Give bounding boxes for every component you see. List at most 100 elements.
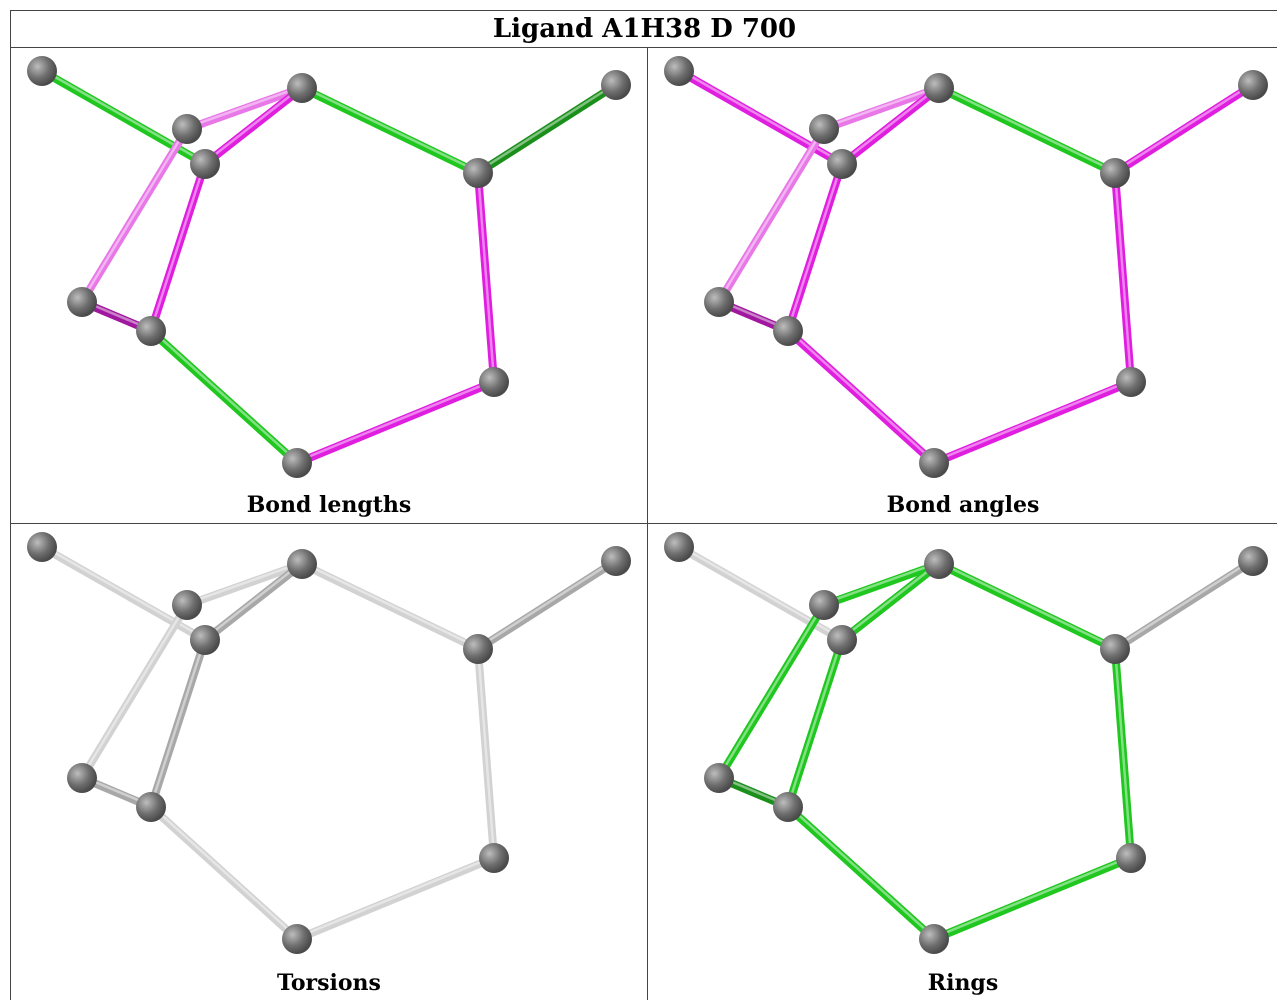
figure-title: Ligand A1H38 D 700: [11, 11, 1277, 48]
grid-divider-horizontal: [10, 523, 1277, 524]
bond-highlight-3: [80, 126, 189, 302]
bond-highlight-5: [203, 561, 304, 640]
bond-highlight-7: [149, 804, 299, 939]
bond-11: [474, 81, 620, 177]
atom-1: [287, 73, 317, 103]
panel-torsions: Torsions: [11, 524, 647, 1000]
bond-highlight-11: [476, 82, 618, 173]
molecule-torsions: [27, 532, 631, 954]
atom-8: [463, 634, 493, 664]
atom-1: [924, 73, 954, 103]
bond-highlight-9: [1113, 646, 1133, 858]
bond-highlight-3: [80, 602, 189, 778]
bond-highlight-2: [822, 85, 941, 129]
bond-highlight-11: [1113, 82, 1255, 173]
bond-highlight-3: [717, 126, 826, 302]
bond-highlight-10: [937, 85, 1117, 173]
atom-7: [479, 367, 509, 397]
atom-9: [1238, 70, 1268, 100]
atom-8: [1100, 158, 1130, 188]
bond-highlight-8: [295, 855, 496, 939]
atom-6: [282, 448, 312, 478]
bond-highlight-3: [717, 602, 826, 778]
bond-8: [930, 854, 1135, 943]
bond-highlight-8: [932, 855, 1133, 939]
atom-3: [190, 149, 220, 179]
bond-2: [820, 84, 943, 133]
caption-bond-angles: Bond angles: [886, 492, 1040, 518]
panel-rings: Rings: [648, 524, 1277, 1000]
bond-highlight-9: [1113, 170, 1133, 382]
atom-8: [1100, 634, 1130, 664]
atom-6: [919, 448, 949, 478]
figure-frame: Ligand A1H38 D 700: [10, 10, 1277, 1000]
atom-4: [67, 763, 97, 793]
atom-0: [664, 56, 694, 86]
bond-highlight-9: [476, 170, 496, 382]
caption-rings: Rings: [927, 970, 999, 996]
bond-highlight-7: [149, 328, 299, 463]
bond-highlight-8: [932, 379, 1133, 463]
bond-highlight-5: [203, 85, 304, 164]
atom-0: [27, 532, 57, 562]
bond-highlight-8: [295, 379, 496, 463]
bond-2: [183, 84, 306, 133]
panel-bond-angles: Bond angles: [648, 48, 1277, 523]
molecule-bond-angles: [664, 56, 1268, 478]
atom-5: [773, 792, 803, 822]
atom-5: [773, 316, 803, 346]
atom-4: [704, 287, 734, 317]
atom-7: [1116, 367, 1146, 397]
bond-highlight-5: [840, 85, 941, 164]
bond-11: [1111, 81, 1257, 177]
bond-2: [183, 560, 306, 609]
atom-1: [924, 549, 954, 579]
atom-2: [809, 114, 839, 144]
bond-10: [298, 560, 482, 653]
atom-0: [27, 56, 57, 86]
bond-highlight-4: [149, 161, 207, 331]
molecule-bond-lengths: [27, 56, 631, 478]
bond-highlight-5: [840, 561, 941, 640]
bond-highlight-11: [476, 558, 618, 649]
bond-11: [474, 557, 620, 653]
atom-1: [287, 549, 317, 579]
bond-highlight-2: [822, 561, 941, 605]
bond-highlight-4: [149, 637, 207, 807]
atom-7: [1116, 843, 1146, 873]
bond-8: [930, 378, 1135, 467]
caption-torsions: Torsions: [277, 970, 381, 996]
atom-0: [664, 532, 694, 562]
atom-2: [809, 590, 839, 620]
bond-8: [293, 378, 498, 467]
bond-10: [298, 84, 482, 177]
atom-3: [190, 625, 220, 655]
bond-highlight-10: [300, 561, 480, 649]
atom-2: [172, 114, 202, 144]
bond-highlight-7: [786, 804, 936, 939]
grid-divider-vertical: [647, 48, 648, 1000]
bond-2: [820, 560, 943, 609]
atom-4: [704, 763, 734, 793]
atom-9: [601, 546, 631, 576]
atom-8: [463, 158, 493, 188]
bond-highlight-4: [786, 161, 844, 331]
bond-highlight-7: [786, 328, 936, 463]
atom-3: [827, 625, 857, 655]
bond-8: [293, 854, 498, 943]
bond-highlight-4: [786, 637, 844, 807]
atom-5: [136, 316, 166, 346]
atom-3: [827, 149, 857, 179]
atom-6: [919, 924, 949, 954]
molecule-rings: [664, 532, 1268, 954]
bond-highlight-10: [300, 85, 480, 173]
atom-7: [479, 843, 509, 873]
bond-highlight-11: [1113, 558, 1255, 649]
atom-9: [601, 70, 631, 100]
bond-11: [1111, 557, 1257, 653]
bond-10: [935, 84, 1119, 177]
atom-5: [136, 792, 166, 822]
panel-bond-lengths: Bond lengths: [11, 48, 647, 523]
bond-highlight-2: [185, 561, 304, 605]
atom-4: [67, 287, 97, 317]
